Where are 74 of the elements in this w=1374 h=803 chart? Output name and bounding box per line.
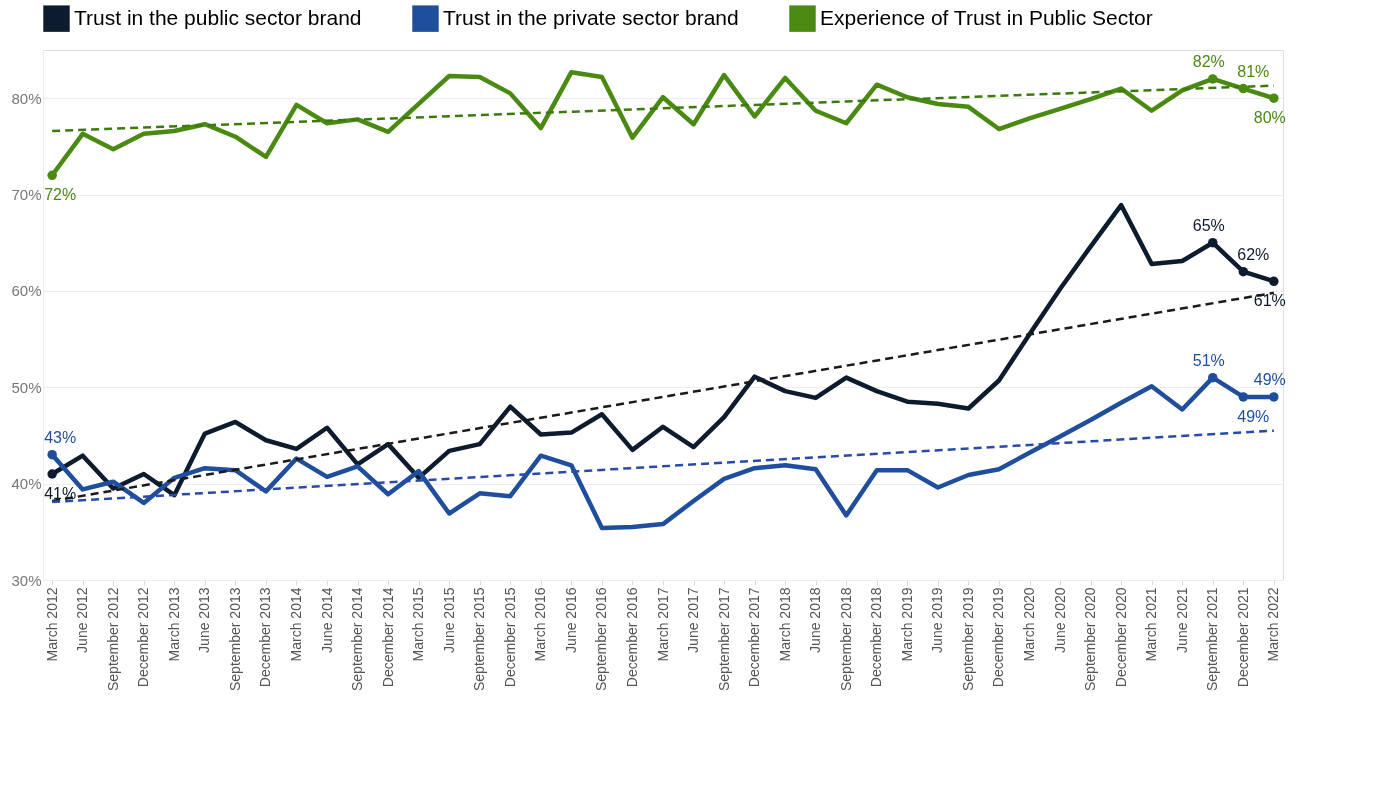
x-tick-label: March 2021 xyxy=(1143,587,1160,662)
point xyxy=(1238,83,1249,94)
x-tick-label: December 2014 xyxy=(379,587,396,688)
point xyxy=(1208,372,1218,383)
x-tick-label: September 2018 xyxy=(837,587,854,692)
y-tick-label: 30% xyxy=(11,571,42,589)
x-tick-label: September 2012 xyxy=(104,587,121,692)
x-tick-label: March 2018 xyxy=(776,587,793,662)
x-tick-label: June 2017 xyxy=(685,587,702,653)
x-tick-label: March 2016 xyxy=(532,587,549,662)
data-label: 49% xyxy=(1237,407,1270,425)
y-tick-label: 50% xyxy=(11,378,42,396)
x-tick-label: December 2021 xyxy=(1234,587,1251,688)
data-label: 43% xyxy=(44,428,77,446)
x-tick-label: December 2019 xyxy=(990,587,1007,688)
x-tick-label: March 2019 xyxy=(898,587,915,662)
data-label: 49% xyxy=(1253,370,1286,388)
x-tick-label: September 2015 xyxy=(471,587,488,692)
point xyxy=(47,449,57,460)
data-label: 81% xyxy=(1237,62,1270,80)
x-tick-label: December 2012 xyxy=(135,587,152,688)
x-tick-label: June 2012 xyxy=(74,587,91,653)
legend-label: Experience of Trust in Public Sector xyxy=(820,5,1153,29)
x-tick-label: March 2015 xyxy=(410,587,427,662)
x-tick-label: December 2017 xyxy=(746,587,763,688)
x-tick-label: June 2013 xyxy=(196,587,213,653)
data-label: 51% xyxy=(1192,351,1225,369)
y-tick-label: 70% xyxy=(11,186,42,204)
x-tick-label: September 2014 xyxy=(349,587,366,692)
data-label: 80% xyxy=(1253,109,1286,127)
x-tick-label: September 2020 xyxy=(1082,587,1099,692)
x-tick-label: March 2012 xyxy=(43,587,60,662)
x-tick-label: September 2016 xyxy=(593,587,610,692)
x-tick-label: June 2020 xyxy=(1051,587,1068,653)
x-tick-label: December 2016 xyxy=(623,587,640,688)
x-tick-label: December 2018 xyxy=(868,587,885,688)
y-tick-label: 60% xyxy=(11,282,42,300)
x-tick-label: June 2015 xyxy=(440,587,457,653)
x-tick-label: June 2018 xyxy=(807,587,824,653)
x-tick-label: March 2013 xyxy=(165,587,182,662)
y-tick-label: 40% xyxy=(11,475,42,493)
point xyxy=(1269,93,1279,103)
x-tick-label: September 2017 xyxy=(715,587,732,692)
x-tick-label: September 2013 xyxy=(226,587,243,692)
x-tick-label: September 2019 xyxy=(959,587,976,692)
x-tick-label: March 2017 xyxy=(654,587,671,662)
x-tick-label: December 2015 xyxy=(501,587,518,688)
point xyxy=(1238,392,1249,402)
x-tick-label: June 2021 xyxy=(1173,587,1190,653)
data-label: 72% xyxy=(44,186,77,204)
x-tick-label: June 2014 xyxy=(318,587,335,653)
x-tick-label: June 2016 xyxy=(562,587,579,653)
data-label: 62% xyxy=(1237,245,1270,263)
point xyxy=(1208,237,1218,248)
point xyxy=(1238,266,1249,277)
point xyxy=(47,170,57,181)
x-tick-label: December 2020 xyxy=(1112,587,1129,688)
y-tick-label: 80% xyxy=(11,89,42,107)
x-tick-label: March 2022 xyxy=(1265,587,1282,662)
x-tick-label: March 2020 xyxy=(1021,587,1037,662)
x-tick-label: September 2021 xyxy=(1204,587,1221,692)
x-tick-label: March 2014 xyxy=(288,587,304,662)
data-label: 61% xyxy=(1253,292,1286,310)
point xyxy=(47,469,57,479)
legend-label: Trust in the public sector brand xyxy=(74,5,362,29)
x-tick-label: December 2013 xyxy=(257,587,274,688)
point xyxy=(1269,392,1279,402)
legend-label: Trust in the private sector brand xyxy=(443,5,739,29)
point xyxy=(1269,276,1279,287)
point xyxy=(1208,74,1218,84)
data-label: 41% xyxy=(44,485,77,502)
data-label: 82% xyxy=(1192,52,1225,70)
x-tick-label: June 2019 xyxy=(929,587,946,653)
data-label: 65% xyxy=(1192,216,1225,234)
